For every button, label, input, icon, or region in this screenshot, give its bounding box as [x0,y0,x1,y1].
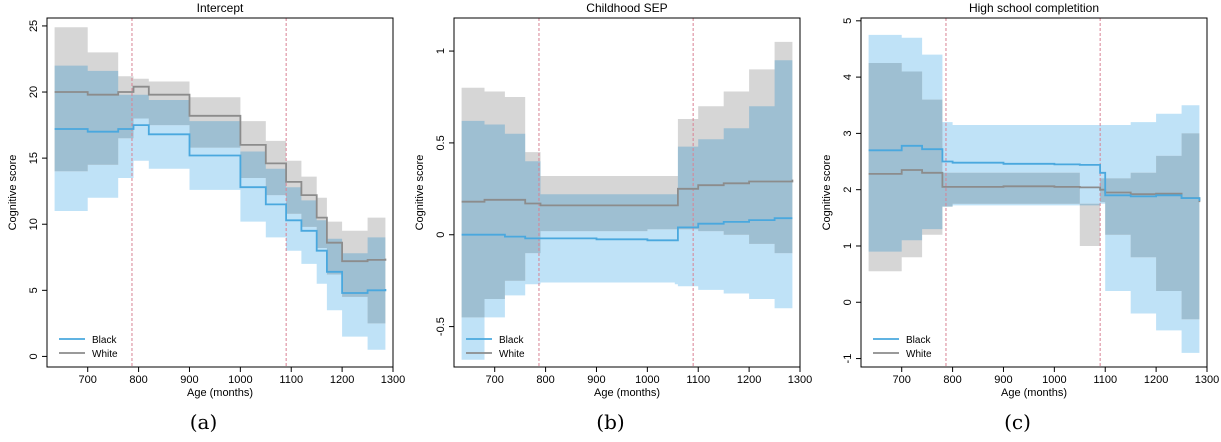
y-tick-label: 0.5 [435,135,447,150]
legend-label-white: White [92,349,118,360]
x-tick-label: 900 [994,374,1012,386]
chart-svg: Childhood SEP 700 800 900 1000 1100 1200 1300 Ag… [414,1,812,399]
y-axis-label: Cognitive score [821,155,833,231]
series-line-white [868,169,1201,203]
x-tick-label: 1000 [228,374,252,386]
panel-caption: (c) [1004,410,1031,434]
legend-label-black: Black [906,335,931,346]
y-tick-label: 1 [842,243,854,249]
plot-frame [860,17,1208,368]
y-tick-label: 20 [28,86,40,98]
x-tick-label: 700 [486,374,504,386]
black-ci-band [54,65,386,361]
series-line-black [54,124,387,294]
series-line-black [461,217,793,242]
y-tick-label: 0 [842,299,854,305]
legend-label-white: White [906,349,932,360]
legend-label-white: White [499,349,525,360]
x-axis-label: Age (months) [594,387,660,399]
y-axis-label: Cognitive score [414,155,426,231]
x-tick-label: 800 [943,374,961,386]
series-line-white [461,179,794,207]
legend-label-black: Black [499,335,524,346]
chart-panel-intercept: Intercept 700 800 900 1000 1100 1200 1300 Age (m… [0,0,407,442]
x-tick-label: 1300 [788,374,812,386]
chart-title: High school completition [969,1,1099,15]
x-tick-label: 1100 [1093,374,1117,386]
chart-title: Intercept [197,1,244,15]
y-tick-label: 5 [28,287,40,293]
x-tick-label: 1300 [381,374,405,386]
y-tick-label: 15 [28,152,40,164]
y-tick-label: -1 [842,354,854,364]
y-tick-label: 3 [842,130,854,136]
panel-caption: (a) [189,410,218,434]
plot-frame [453,17,801,368]
x-axis-label: Age (months) [187,387,253,399]
legend-label-black: Black [92,335,117,346]
y-tick-label: 10 [28,218,40,230]
x-tick-label: 1100 [279,374,303,386]
y-tick-label: 25 [28,20,40,32]
panel-caption: (b) [596,410,625,434]
series-line-white [54,85,387,263]
series-line-black [868,144,1201,201]
chart-svg: High school completition 700 800 900 1000 110… [821,1,1219,399]
x-tick-label: 1200 [330,374,354,386]
y-tick-label: 4 [842,74,854,80]
x-tick-label: 1000 [1042,374,1066,386]
plot-frame [46,17,394,368]
y-tick-label: 0 [28,353,40,359]
chart-panel-high-school: High school completition 700 800 900 1000 110… [814,0,1221,442]
x-tick-label: 900 [180,374,198,386]
chart-panel-childhood-sep: Childhood SEP 700 800 900 1000 1100 1200 1300 Ag… [407,0,814,442]
chart-svg: Intercept 700 800 900 1000 1100 1200 1300 Age (m… [7,1,405,399]
x-tick-label: 1100 [686,374,710,386]
x-tick-label: 1300 [1195,374,1219,386]
y-tick-label: 0 [435,232,447,238]
x-tick-label: 800 [536,374,554,386]
y-tick-label: -0.5 [435,317,447,336]
y-tick-label: 5 [842,18,854,24]
x-tick-label: 700 [893,374,911,386]
x-tick-label: 900 [587,374,605,386]
y-tick-label: 2 [842,187,854,193]
x-axis-label: Age (months) [1001,387,1067,399]
x-tick-label: 800 [129,374,147,386]
chart-title: Childhood SEP [586,1,667,15]
y-tick-label: 1 [435,48,447,54]
x-tick-label: 1200 [1144,374,1168,386]
x-tick-label: 700 [79,374,97,386]
x-tick-label: 1200 [737,374,761,386]
x-tick-label: 1000 [635,374,659,386]
y-axis-label: Cognitive score [7,155,19,231]
ci-band-overlap [868,63,1200,334]
